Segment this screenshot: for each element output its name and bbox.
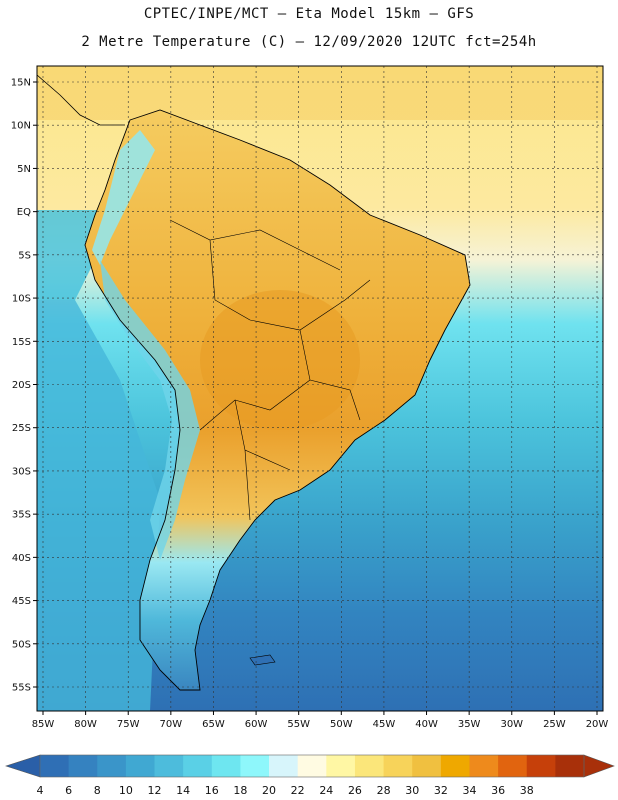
colorbar-swatch — [125, 755, 156, 777]
colorbar-label: 8 — [94, 784, 101, 797]
colorbar-swatch — [555, 755, 585, 777]
colorbar-label: 6 — [65, 784, 72, 797]
colorbar-swatch — [240, 755, 270, 777]
colorbar-label: 28 — [377, 784, 391, 797]
colorbar-label: 14 — [176, 784, 190, 797]
colorbar-low-arrow — [5, 754, 41, 778]
lat-label: 15S — [12, 337, 31, 348]
colorbar-label: 30 — [405, 784, 419, 797]
colorbar-swatch — [297, 755, 327, 777]
lon-label: 60W — [245, 719, 268, 730]
lat-label: EQ — [17, 207, 31, 218]
lat-label: 40S — [12, 553, 31, 564]
lon-label: 20W — [586, 719, 609, 730]
colorbar-label: 20 — [262, 784, 276, 797]
colorbar-swatch — [412, 755, 442, 777]
colorbar-label: 4 — [37, 784, 44, 797]
lat-label: 50S — [12, 639, 31, 650]
colorbar-swatch — [469, 755, 499, 777]
colorbar-label: 26 — [348, 784, 362, 797]
colorbar-label: 22 — [291, 784, 305, 797]
colorbar-label: 38 — [520, 784, 534, 797]
colorbar-swatch — [211, 755, 241, 777]
colorbar-label: 36 — [491, 784, 505, 797]
lon-label: 35W — [458, 719, 481, 730]
colorbar-swatch — [440, 755, 470, 777]
colorbar-label: 32 — [434, 784, 448, 797]
colorbar-swatch — [383, 755, 413, 777]
colorbar-label: 24 — [319, 784, 333, 797]
colorbar-swatch — [154, 755, 184, 777]
colorbar-label: 18 — [233, 784, 247, 797]
colorbar-label: 12 — [148, 784, 162, 797]
lat-label: 20S — [12, 380, 31, 391]
lon-label: 70W — [160, 719, 183, 730]
lat-label: 35S — [12, 510, 31, 521]
colorbar-swatch — [183, 755, 213, 777]
lon-label: 80W — [74, 719, 97, 730]
colorbar-swatch — [40, 755, 70, 777]
colorbar-swatch — [68, 755, 98, 777]
lat-label: 5S — [18, 250, 31, 261]
colorbar-label: 34 — [462, 784, 476, 797]
lat-label: 45S — [12, 596, 31, 607]
lon-label: 65W — [202, 719, 225, 730]
lon-label: 50W — [330, 719, 353, 730]
lon-label: 25W — [543, 719, 566, 730]
title-line-2: 2 Metre Temperature (C) — 12/09/2020 12U… — [81, 34, 537, 50]
lon-label: 75W — [117, 719, 140, 730]
lat-label: 10N — [11, 121, 31, 132]
colorbar — [5, 754, 615, 778]
lat-label: 25S — [12, 423, 31, 434]
lon-label: 55W — [287, 719, 310, 730]
lon-label: 85W — [32, 719, 55, 730]
colorbar-swatch — [526, 755, 556, 777]
colorbar-label: 16 — [205, 784, 219, 797]
title-line-1: CPTEC/INPE/MCT — Eta Model 15km — GFS — [143, 6, 475, 22]
lat-label: 15N — [11, 78, 31, 89]
lat-label: 5N — [17, 164, 31, 175]
colorbar-swatch — [326, 755, 356, 777]
map-frame — [36, 65, 604, 712]
lat-label: 10S — [12, 294, 31, 305]
lon-label: 30W — [500, 719, 523, 730]
colorbar-swatch — [354, 755, 385, 777]
colorbar-swatch — [97, 755, 127, 777]
lat-label: 30S — [12, 466, 31, 477]
colorbar-swatch — [498, 755, 528, 777]
colorbar-high-arrow — [583, 754, 615, 778]
lon-label: 45W — [373, 719, 396, 730]
colorbar-label: 10 — [119, 784, 133, 797]
lat-label: 55S — [12, 683, 31, 694]
lon-label: 40W — [415, 719, 438, 730]
colorbar-swatch — [269, 755, 299, 777]
